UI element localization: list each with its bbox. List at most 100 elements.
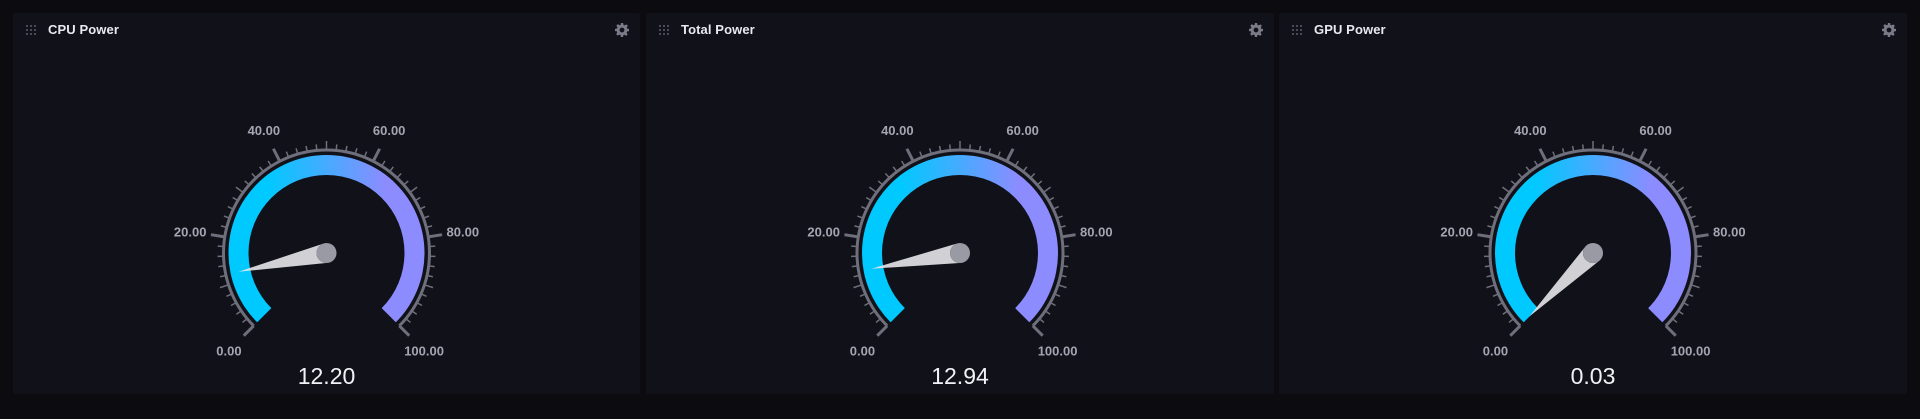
gauge-minor-tick — [1038, 318, 1045, 324]
drag-handle-icon[interactable] — [659, 25, 669, 35]
gauge-minor-tick — [1693, 274, 1700, 278]
gauge-minor-tick — [1682, 301, 1689, 307]
panel-header: Total Power — [646, 13, 1274, 45]
gauge-minor-tick — [1059, 225, 1066, 229]
gauge-minor-tick — [1517, 173, 1524, 179]
settings-gear-icon[interactable] — [1881, 22, 1897, 38]
gauge: 0.00 20.00 40.00 60.00 80.00 100.00 12.94 — [646, 45, 1274, 394]
panel-gpu-power: GPU Power 0.00 20.00 40.00 60.00 80.00 100.00… — [1279, 13, 1907, 394]
gauge-minor-tick — [251, 173, 257, 179]
gauge-major-tick — [210, 233, 226, 239]
gauge-tick-label: 80.00 — [447, 224, 480, 239]
gauge-minor-tick — [868, 186, 878, 194]
gauge-minor-tick — [223, 215, 230, 219]
gauge-minor-tick — [1029, 173, 1036, 179]
gauge-minor-tick — [426, 225, 433, 229]
gauge-tick-label: 40.00 — [881, 123, 914, 138]
gauge-minor-tick — [1498, 196, 1505, 202]
gauge-minor-tick — [1490, 215, 1497, 219]
gauge-minor-tick — [928, 148, 932, 155]
gauge-minor-tick — [1492, 293, 1499, 297]
gauge-minor-tick — [1601, 144, 1605, 151]
gauge-minor-tick — [1044, 310, 1051, 315]
gauge-needle — [1529, 245, 1601, 317]
gauge-needle — [238, 243, 329, 272]
gauge-minor-tick — [1671, 318, 1678, 324]
gauge-minor-tick — [267, 160, 272, 167]
gauge-minor-tick — [853, 274, 860, 278]
gauge-minor-tick — [1647, 160, 1653, 167]
gauge-minor-tick — [1675, 186, 1685, 194]
gauge-minor-tick — [948, 144, 952, 151]
gauge-minor-tick — [1687, 293, 1694, 297]
gauge-minor-tick — [1685, 205, 1692, 210]
gauge-minor-tick — [1690, 284, 1700, 289]
gauge-minor-tick — [1497, 301, 1504, 307]
gauge-minor-tick — [854, 225, 861, 229]
gauge-minor-tick — [305, 145, 308, 152]
gauge-minor-tick — [851, 265, 858, 268]
gauge-minor-tick — [1062, 265, 1069, 268]
gauge-band — [228, 155, 425, 323]
gauge-major-tick — [1509, 324, 1522, 337]
gauge-minor-tick — [1525, 166, 1531, 173]
gauge-needle-hub — [316, 243, 337, 263]
gauge-tick-label: 60.00 — [1639, 123, 1672, 138]
gauge-minor-tick — [226, 293, 233, 297]
gauge-tick-label: 20.00 — [174, 224, 207, 239]
gauge-minor-tick — [424, 284, 434, 289]
gauge-tick-label: 0.00 — [216, 344, 241, 359]
gauge-minor-tick — [1052, 205, 1059, 210]
gauge-minor-tick — [1695, 265, 1702, 268]
gauge-minor-tick — [242, 318, 248, 324]
gauge-minor-tick — [1621, 148, 1625, 155]
gauge: 0.00 20.00 40.00 60.00 80.00 100.00 0.03 — [1279, 45, 1907, 394]
gauge-minor-tick — [227, 205, 234, 210]
gauge-needle-hub — [1583, 243, 1603, 263]
gauge-minor-tick — [1655, 166, 1661, 173]
gauge-minor-tick — [1042, 186, 1052, 194]
gauge-minor-tick — [938, 145, 942, 152]
gauge-minor-tick — [1486, 284, 1496, 289]
gauge-minor-tick — [919, 151, 923, 158]
gauge-major-tick — [844, 233, 859, 239]
panel-cpu-power: CPU Power 0.00 20.00 40.00 60.00 80.00 100.00… — [13, 13, 640, 394]
gauge-major-tick — [427, 233, 443, 239]
drag-handle-icon[interactable] — [1292, 25, 1302, 35]
gauge-minor-tick — [220, 225, 227, 229]
gauge-major-tick — [1477, 233, 1492, 239]
gauge-major-tick — [1061, 233, 1076, 239]
gauge-minor-tick — [354, 148, 358, 155]
gauge-tick-label: 40.00 — [248, 123, 281, 138]
gauge-minor-tick — [1581, 144, 1585, 151]
gauge-minor-tick — [1484, 265, 1491, 268]
gauge-minor-tick — [1060, 274, 1067, 278]
gauge-tick-label: 80.00 — [1080, 224, 1113, 239]
gauge-tick-label: 20.00 — [1440, 224, 1473, 239]
gauge-minor-tick — [859, 293, 866, 297]
gauge-minor-tick — [900, 160, 906, 167]
gauge-tick-label: 100.00 — [1671, 344, 1711, 359]
drag-handle-icon[interactable] — [26, 25, 36, 35]
gauge-minor-tick — [414, 196, 421, 202]
gauge-value: 12.20 — [298, 363, 356, 389]
settings-gear-icon[interactable] — [1248, 22, 1264, 38]
gauge-needle-hub — [950, 243, 970, 263]
gauge-major-tick — [1005, 148, 1015, 162]
panel-header: GPU Power — [1279, 13, 1907, 45]
gauge-minor-tick — [244, 180, 250, 186]
gauge-minor-tick — [1057, 284, 1067, 289]
gauge-minor-tick — [1677, 310, 1684, 315]
gauge-minor-tick — [1681, 196, 1688, 202]
gauge-minor-tick — [857, 215, 864, 219]
gauge-major-tick — [1664, 324, 1677, 337]
gauge-svg: 0.00 20.00 40.00 60.00 80.00 100.00 12.94 — [807, 123, 1113, 389]
gauge-tick-label: 80.00 — [1713, 224, 1746, 239]
settings-gear-icon[interactable] — [614, 22, 630, 38]
gauge-minor-tick — [1611, 145, 1615, 152]
gauge-minor-tick — [232, 196, 239, 202]
gauge-svg: 0.00 20.00 40.00 60.00 80.00 100.00 0.03 — [1440, 123, 1746, 389]
gauge-minor-tick — [864, 301, 871, 307]
gauge-minor-tick — [1630, 151, 1634, 158]
gauge-major-tick — [1694, 233, 1709, 239]
